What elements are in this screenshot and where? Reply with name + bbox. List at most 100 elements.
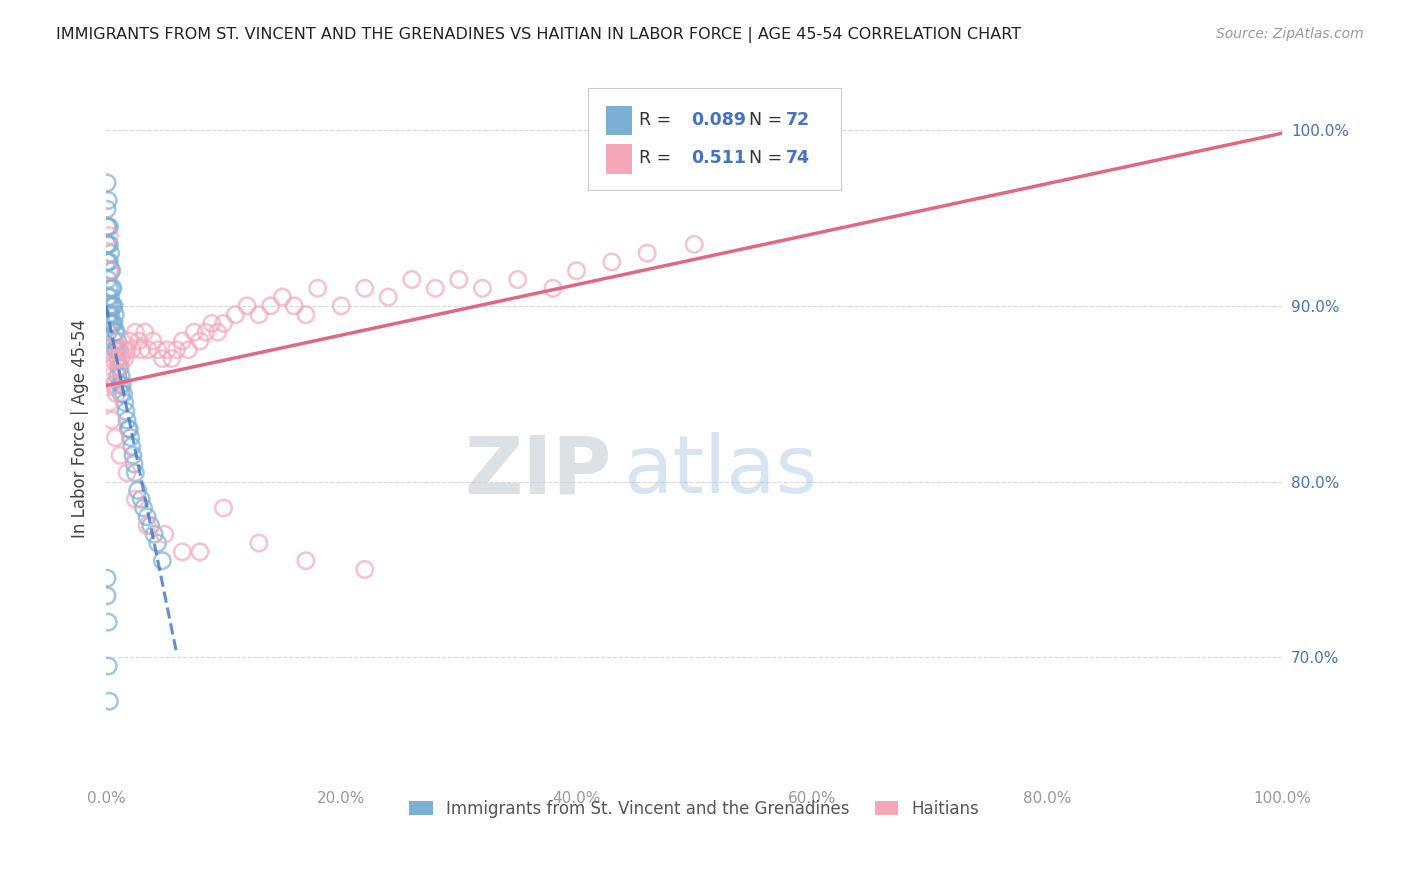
Point xyxy=(118,334,141,348)
Point xyxy=(172,545,194,559)
Point xyxy=(136,509,159,524)
FancyBboxPatch shape xyxy=(588,88,841,190)
Point xyxy=(108,448,131,462)
Point xyxy=(134,325,156,339)
Point xyxy=(150,554,173,568)
Point xyxy=(100,351,122,366)
Point xyxy=(103,299,125,313)
Point xyxy=(108,343,131,357)
Point xyxy=(121,439,143,453)
Point xyxy=(98,299,121,313)
Point xyxy=(108,360,131,375)
Point xyxy=(212,500,235,515)
Point xyxy=(101,378,124,392)
Point xyxy=(97,272,120,286)
Point xyxy=(128,334,150,348)
Point xyxy=(108,343,131,357)
Point xyxy=(97,615,120,629)
Text: 74: 74 xyxy=(786,149,810,168)
Point xyxy=(101,281,124,295)
Point xyxy=(98,255,121,269)
Point xyxy=(103,334,125,348)
Point xyxy=(118,422,141,436)
Point xyxy=(541,281,564,295)
Point xyxy=(96,202,118,217)
Point xyxy=(600,255,623,269)
Text: N =: N = xyxy=(738,149,787,168)
Text: R =: R = xyxy=(638,149,682,168)
Point xyxy=(565,264,588,278)
Point xyxy=(122,448,145,462)
Point xyxy=(101,264,124,278)
Point xyxy=(201,317,224,331)
Point xyxy=(283,299,305,313)
Point xyxy=(330,299,353,313)
Text: ZIP: ZIP xyxy=(464,432,612,510)
Point xyxy=(97,237,120,252)
Point xyxy=(124,325,146,339)
Point xyxy=(153,527,176,541)
Text: 72: 72 xyxy=(786,111,810,128)
Point xyxy=(101,369,124,384)
Point xyxy=(114,395,136,409)
Point xyxy=(98,228,121,243)
Point xyxy=(107,351,129,366)
Point xyxy=(101,299,124,313)
Point xyxy=(104,378,127,392)
Point xyxy=(212,317,235,331)
Point xyxy=(124,466,146,480)
Point xyxy=(132,500,155,515)
Point xyxy=(207,325,229,339)
Point xyxy=(107,334,129,348)
Point xyxy=(96,176,118,190)
Point xyxy=(166,343,188,357)
Point xyxy=(110,386,132,401)
Point xyxy=(224,308,246,322)
Point xyxy=(96,589,118,603)
Point xyxy=(447,272,470,286)
Point xyxy=(110,351,132,366)
Y-axis label: In Labor Force | Age 45-54: In Labor Force | Age 45-54 xyxy=(72,319,89,539)
Point xyxy=(247,308,270,322)
Point xyxy=(121,343,143,357)
Point xyxy=(136,518,159,533)
Point xyxy=(425,281,447,295)
Point xyxy=(98,694,121,708)
Point xyxy=(117,422,139,436)
Point xyxy=(96,255,118,269)
Point xyxy=(101,317,124,331)
Point xyxy=(177,343,200,357)
Point xyxy=(115,413,138,427)
Bar xyxy=(606,145,631,174)
Point xyxy=(100,290,122,304)
Point xyxy=(101,360,124,375)
Point xyxy=(101,281,124,295)
Point xyxy=(124,492,146,507)
Text: IMMIGRANTS FROM ST. VINCENT AND THE GRENADINES VS HAITIAN IN LABOR FORCE | AGE 4: IMMIGRANTS FROM ST. VINCENT AND THE GREN… xyxy=(56,27,1021,43)
Point xyxy=(188,334,211,348)
Point xyxy=(146,343,169,357)
Point xyxy=(188,545,211,559)
Legend: Immigrants from St. Vincent and the Grenadines, Haitians: Immigrants from St. Vincent and the Gren… xyxy=(402,793,986,825)
Point xyxy=(115,343,138,357)
Point xyxy=(129,343,152,357)
Point xyxy=(96,571,118,585)
Point xyxy=(104,325,127,339)
Point xyxy=(160,351,183,366)
Point xyxy=(110,369,132,384)
Point xyxy=(97,219,120,234)
Point xyxy=(98,237,121,252)
Point xyxy=(172,334,194,348)
Point xyxy=(97,290,120,304)
Point xyxy=(101,413,124,427)
Point xyxy=(142,334,165,348)
Point xyxy=(307,281,329,295)
Point xyxy=(353,281,375,295)
Point xyxy=(143,527,166,541)
Point xyxy=(97,325,120,339)
Point xyxy=(636,246,658,260)
Point xyxy=(259,299,281,313)
Point xyxy=(108,378,131,392)
Point xyxy=(107,351,129,366)
Point xyxy=(120,431,142,445)
